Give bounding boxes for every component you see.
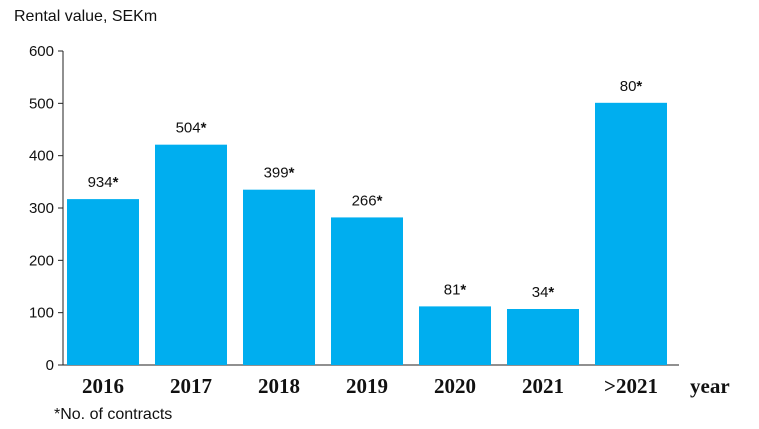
x-tick-label: >2021 <box>604 374 658 398</box>
x-tick-label: 2020 <box>434 374 476 398</box>
y-tick-label: 400 <box>29 148 54 165</box>
bar-value-label: 266* <box>352 192 383 209</box>
bar-value-label: 81* <box>444 281 467 298</box>
x-tick-label: 2021 <box>522 374 564 398</box>
bar-value-label: 34* <box>532 284 555 301</box>
x-axis-title: year <box>690 374 730 398</box>
y-tick-label: 0 <box>46 357 54 374</box>
bar <box>243 189 315 365</box>
y-tick-label: 600 <box>29 43 54 60</box>
x-tick-label: 2019 <box>346 374 388 398</box>
bar <box>67 199 139 365</box>
y-axis-title: Rental value, SEKm <box>14 8 158 25</box>
bar-value-label: 504* <box>176 120 207 137</box>
x-tick-label: 2016 <box>82 374 124 398</box>
bar <box>155 144 227 365</box>
bar <box>595 102 667 365</box>
y-tick-label: 500 <box>29 95 54 112</box>
bar-value-label: 934* <box>88 174 119 191</box>
bar <box>507 309 579 365</box>
bar <box>419 306 491 365</box>
y-tick-label: 100 <box>29 305 54 322</box>
bar-value-label: 80* <box>620 78 643 95</box>
bar-value-label: 399* <box>264 165 295 182</box>
y-tick-label: 300 <box>29 200 54 217</box>
footnote: *No. of contracts <box>54 406 173 423</box>
x-tick-label: 2018 <box>258 374 300 398</box>
x-tick-label: 2017 <box>170 374 212 398</box>
bar <box>331 217 403 365</box>
y-tick-label: 200 <box>29 252 54 269</box>
